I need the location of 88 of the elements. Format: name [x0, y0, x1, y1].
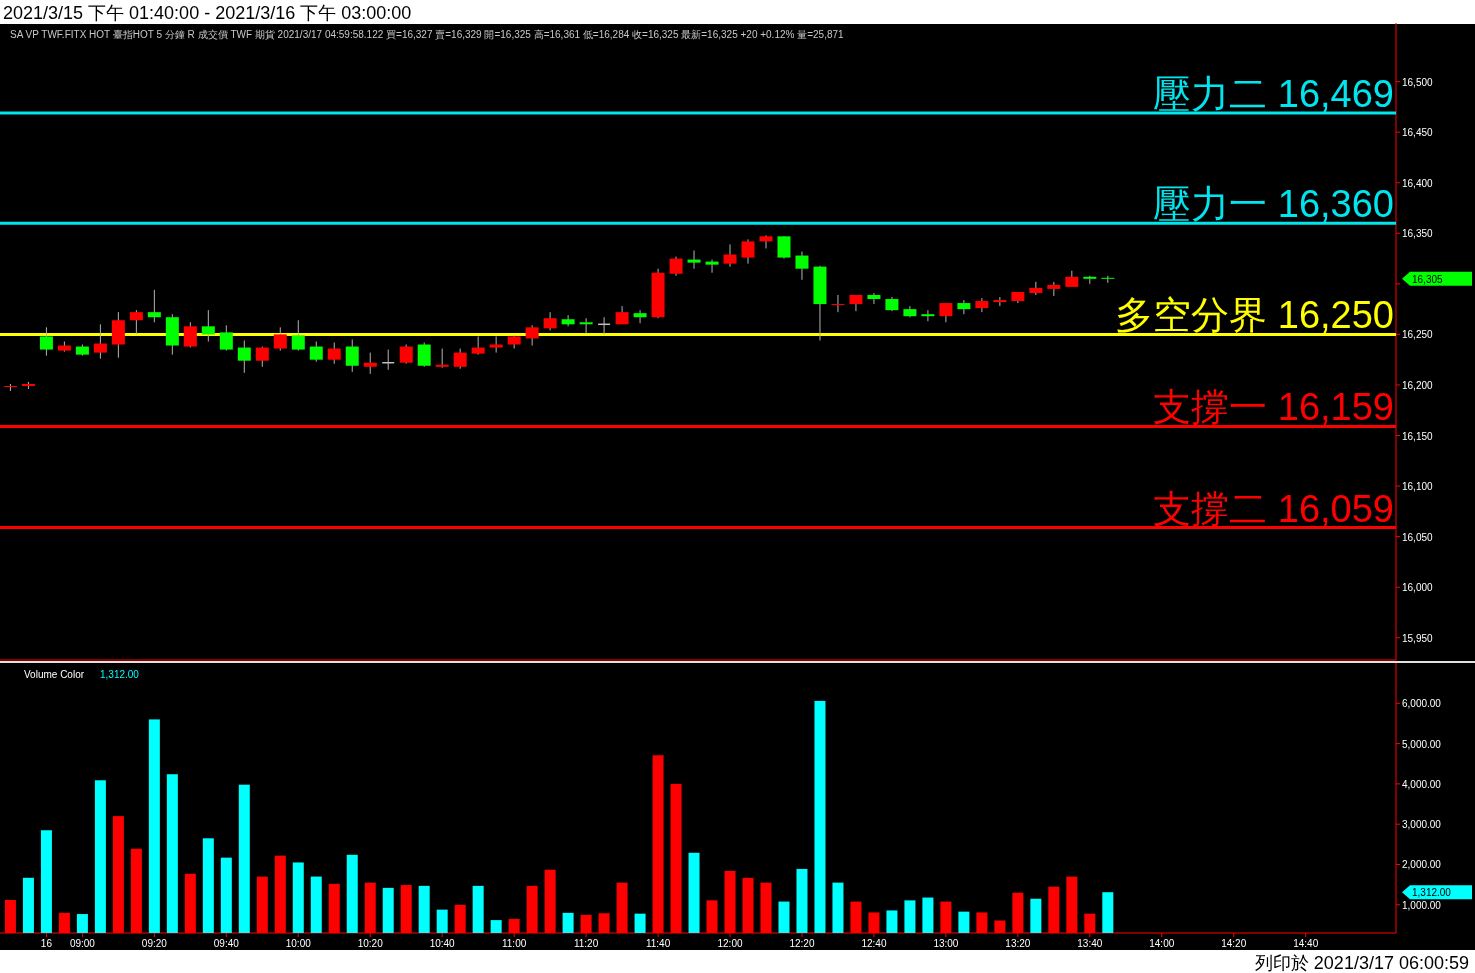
candlestick: [723, 243, 737, 268]
ref-line-label: 支撐二 16,059: [1153, 487, 1394, 530]
candlestick: [183, 321, 197, 349]
candlestick: [327, 342, 341, 365]
y-tick-label: 16,500: [1402, 76, 1434, 88]
text: 1,312.00: [1412, 887, 1452, 899]
candlestick: [579, 317, 593, 334]
candlestick: [417, 342, 431, 368]
ref-line-label: 壓力一 16,360: [1153, 183, 1394, 226]
x-tick-label: 16: [40, 938, 53, 949]
y-tick-label: 6,000.00: [1402, 698, 1442, 710]
y-tick-label: 15,950: [1402, 632, 1434, 644]
x-tick-label: 11:20: [573, 938, 599, 949]
y-tick-label: 16,200: [1402, 379, 1434, 391]
x-tick-label: 12:20: [789, 938, 815, 949]
x-tick-label: 11:40: [645, 938, 671, 949]
candlestick: [273, 326, 287, 352]
y-tick-label: 16,050: [1402, 531, 1434, 543]
candlestick: [975, 297, 989, 313]
candlestick: [669, 256, 683, 277]
candlestick: [561, 314, 575, 327]
candlestick: [921, 309, 935, 322]
y-tick-label: 3,000.00: [1402, 819, 1442, 831]
candlestick: [525, 324, 539, 347]
candlestick: [363, 352, 377, 375]
candlestick: [201, 309, 215, 342]
chart-title: Volume Color: [24, 669, 85, 680]
y-tick-label: 4,000.00: [1402, 778, 1442, 790]
chart-title: 2021/3/15 下午 01:40:00 - 2021/3/16 下午 03:00:00: [3, 3, 412, 23]
ref-line-label: 多空分界 16,250: [1115, 294, 1394, 337]
y-tick-label: 16,450: [1402, 127, 1434, 139]
ref-line-label: 支撐一 16,159: [1153, 386, 1394, 429]
y-tick-label: 2,000.00: [1402, 859, 1442, 871]
x-tick-label: 14:00: [1149, 938, 1175, 949]
x-tick-label: 09:40: [213, 938, 240, 949]
candlestick: [255, 346, 269, 368]
candlestick: [93, 323, 107, 360]
candlestick: [237, 339, 251, 374]
candlestick: [471, 335, 485, 356]
y-tick-label: 16,150: [1402, 430, 1434, 442]
y-tick-label: 5,000.00: [1402, 738, 1442, 750]
candlestick: [399, 344, 413, 365]
x-tick-label: 10:40: [429, 938, 456, 949]
y-tick-label: 16,400: [1402, 177, 1434, 189]
text: 列印於 2021/3/17 06:00:59: [1254, 953, 1469, 973]
candlestick: [759, 234, 773, 249]
y-tick-label: 16,100: [1402, 481, 1434, 493]
y-tick-label: 16,000: [1402, 582, 1434, 594]
candlestick: [543, 311, 557, 331]
candlestick: [129, 309, 143, 335]
candlestick: [867, 292, 881, 305]
x-tick-label: 12:40: [861, 938, 887, 949]
candlestick: [345, 338, 359, 373]
x-tick-label: 12:00: [717, 938, 743, 949]
y-tick-label: 16,350: [1402, 228, 1434, 240]
candlestick: [705, 259, 719, 274]
candlestick: [687, 249, 701, 270]
candlestick: [39, 326, 53, 357]
candlestick: [795, 251, 809, 281]
candlestick: [453, 348, 467, 370]
x-tick-label: 09:20: [141, 938, 168, 949]
candlestick: [291, 319, 305, 352]
ref-line-label: 壓力二 16,469: [1153, 72, 1394, 115]
candlestick: [741, 238, 755, 265]
candlestick: [633, 309, 647, 324]
x-tick-label: 13:00: [933, 938, 959, 949]
x-tick-label: 13:40: [1077, 938, 1103, 949]
y-tick-label: 16,250: [1402, 329, 1434, 341]
annotation: 1,312.00: [100, 669, 140, 680]
chart-subtitle: SA VP TWF.FITX HOT 臺指HOT 5 分鐘 R 成交價 TWF 期貨 2021/3/17 04:59:58.122 買=16,327 賣=16,329 開=16,325 高=16,361 低=16,284 收=16,325 最新=16,325 +20 +0.12% 量=25,871: [10, 29, 845, 40]
x-tick-label: 11:00: [502, 938, 527, 949]
x-tick-label: 10:20: [357, 938, 384, 949]
candlestick: [993, 296, 1007, 307]
x-tick-label: 14:20: [1221, 938, 1247, 949]
candlestick: [957, 299, 971, 315]
candlestick: [309, 340, 323, 363]
x-tick-label: 09:00: [69, 938, 96, 949]
candlestick: [219, 324, 233, 352]
x-tick-label: 10:00: [285, 938, 312, 949]
candlestick: [147, 289, 161, 323]
candlestick: [777, 235, 791, 260]
candlestick: [939, 302, 953, 323]
y-tick-label: 1,000.00: [1402, 899, 1442, 911]
x-tick-label: 13:20: [1005, 938, 1031, 949]
text: 16,305: [1412, 273, 1444, 285]
candlestick: [831, 294, 845, 313]
x-tick-label: 14:40: [1293, 938, 1319, 949]
candlestick: [435, 348, 449, 369]
